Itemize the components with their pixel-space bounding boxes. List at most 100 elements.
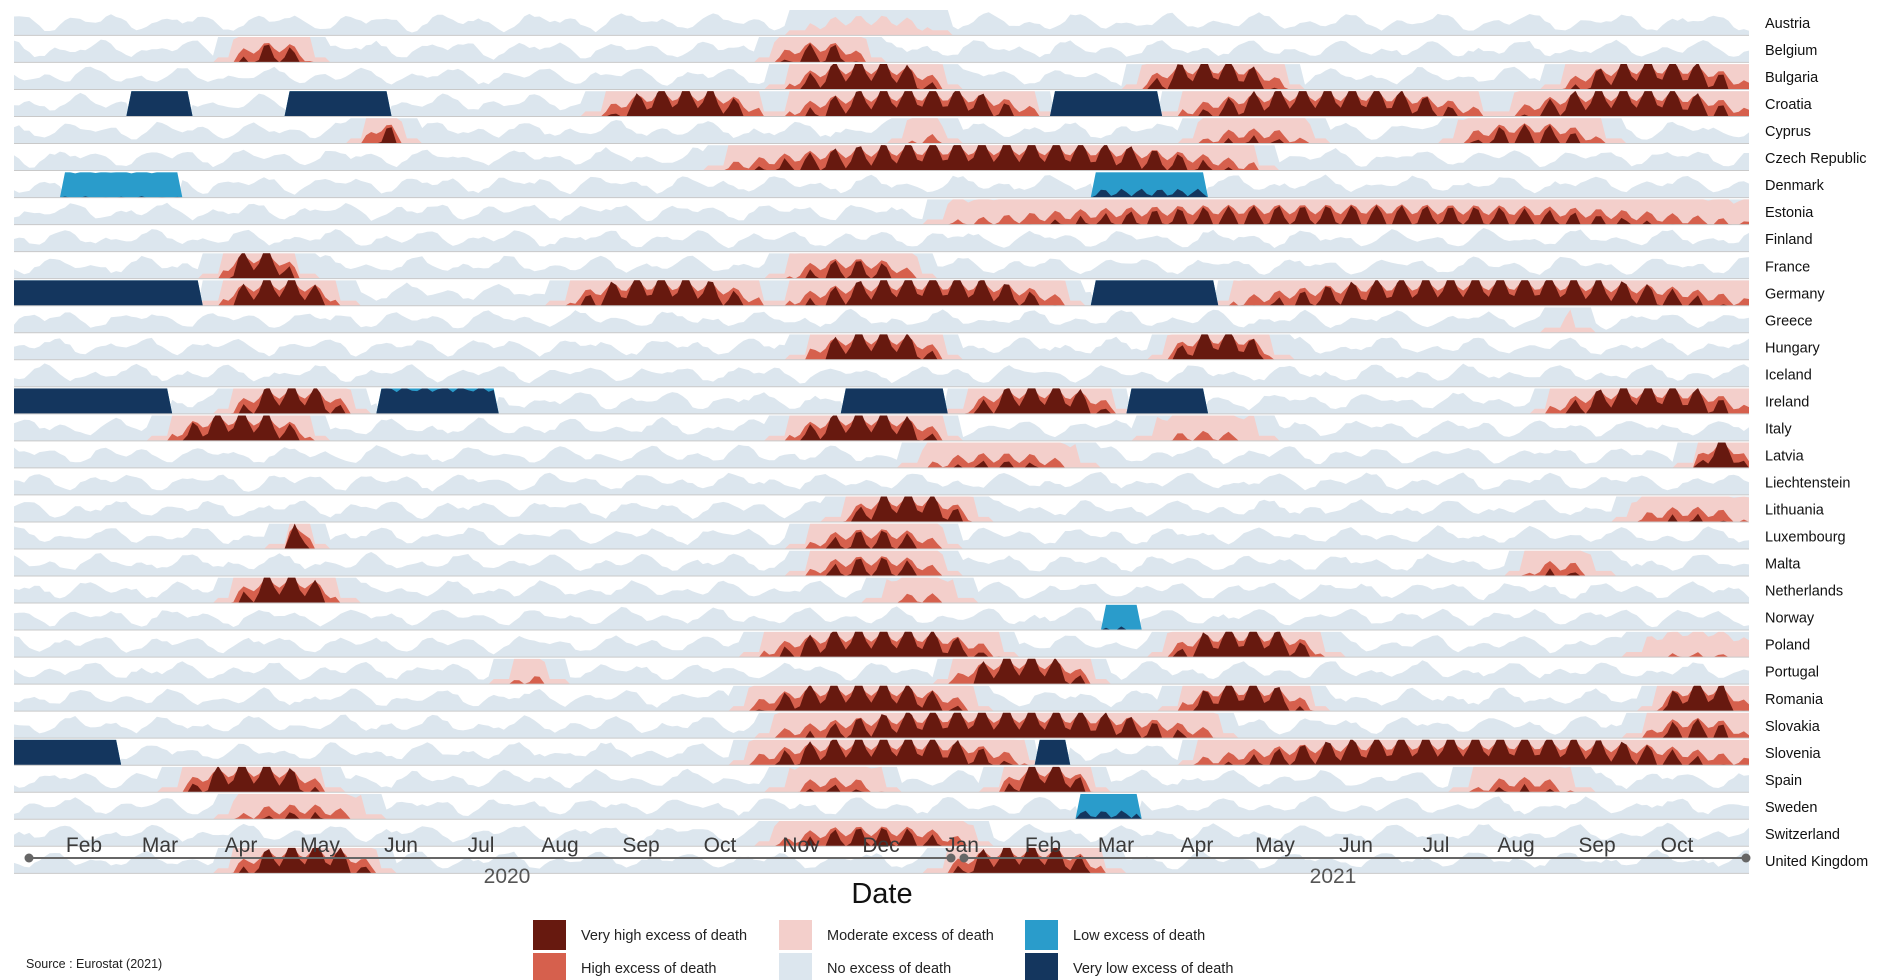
very-high-excess-area: [14, 685, 1749, 712]
month-tick-label: Nov: [782, 834, 820, 857]
country-label: France: [1765, 259, 1810, 275]
very-high-excess-area: [14, 145, 1749, 171]
month-tick-label: Dec: [862, 834, 899, 857]
legend-label: No excess of death: [827, 961, 951, 977]
month-tick-label: Jun: [384, 834, 418, 857]
month-tick-label: May: [1255, 834, 1295, 857]
very-low-excess-area: [1075, 810, 1142, 820]
panel-ireland: [14, 388, 1749, 414]
panel-slovakia: [14, 712, 1749, 739]
very-high-excess-area: [825, 557, 1581, 576]
no-excess-area: [14, 228, 1749, 252]
month-tick-label: Jan: [945, 834, 979, 857]
legend-label: Very low excess of death: [1073, 961, 1233, 977]
country-label: Italy: [1765, 421, 1792, 437]
panel-netherlands: [14, 577, 1749, 604]
panel-lithuania: [14, 496, 1749, 522]
moderate-excess-area: [14, 577, 1749, 604]
legend-swatch: [1025, 920, 1058, 950]
country-label: Greece: [1765, 313, 1813, 329]
no-excess-area: [14, 388, 1749, 414]
no-excess-area: [14, 472, 1749, 495]
country-label: Cyprus: [1765, 124, 1811, 140]
panel-estonia: [14, 199, 1749, 225]
no-excess-area: [14, 793, 1749, 820]
panel-sweden: [14, 793, 1749, 820]
year-2020-start-dot: [24, 853, 34, 863]
panel-denmark: [14, 172, 1749, 198]
panel-iceland: [14, 363, 1749, 387]
panel-norway: [14, 604, 1749, 631]
no-excess-area: [14, 658, 1749, 685]
panel-croatia: [14, 91, 1749, 117]
country-label: Netherlands: [1765, 584, 1843, 600]
month-tick-label: Oct: [1661, 834, 1694, 857]
year-2021-start-dot: [959, 853, 969, 863]
very-high-excess-area: [14, 828, 1749, 847]
very-high-excess-area: [605, 91, 1729, 117]
country-label: Austria: [1765, 16, 1811, 32]
legend-label: High excess of death: [581, 961, 716, 977]
very-high-excess-area: [14, 205, 1749, 225]
very-high-excess-area: [14, 415, 1749, 441]
legend-swatch: [533, 920, 566, 950]
very-high-excess-area: [14, 124, 1749, 144]
very-low-excess-area: [126, 91, 1163, 117]
legend-swatch: [779, 920, 812, 950]
moderate-excess-area: [14, 309, 1749, 333]
low-excess-area: [1075, 793, 1142, 820]
moderate-excess-area: [14, 766, 1749, 793]
country-label: Denmark: [1765, 178, 1825, 194]
month-tick-label: Feb: [66, 834, 102, 857]
low-excess-area: [1100, 604, 1142, 631]
country-label: Spain: [1765, 773, 1802, 789]
panel-austria: [14, 10, 1749, 36]
panel-romania: [14, 685, 1749, 712]
panel-czech-republic: [14, 145, 1749, 171]
x-axis-title: Date: [851, 878, 912, 910]
high-excess-area: [233, 804, 351, 820]
panel-finland: [14, 228, 1749, 252]
month-tick-label: Apr: [1181, 834, 1214, 857]
moderate-excess-area: [784, 15, 953, 36]
country-label: Iceland: [1765, 367, 1812, 383]
month-tick-label: Aug: [1497, 834, 1534, 857]
panel-hungary: [14, 334, 1749, 360]
very-low-excess-area: [1100, 626, 1142, 631]
month-tick-label: May: [300, 834, 340, 857]
month-tick-label: Apr: [225, 834, 258, 857]
very-high-excess-area: [14, 496, 1749, 522]
month-tick-label: Feb: [1025, 834, 1061, 857]
year-2021-label: 2021: [1310, 865, 1357, 888]
month-tick-label: Sep: [1578, 834, 1615, 857]
very-high-excess-area: [14, 739, 1749, 766]
panel-luxembourg: [14, 523, 1749, 549]
month-tick-label: Jul: [1423, 834, 1450, 857]
country-label: Latvia: [1765, 448, 1805, 464]
very-high-excess-area: [14, 253, 1749, 279]
year-2020-end-dot: [946, 853, 956, 863]
very-high-excess-area: [14, 388, 1749, 414]
panel-italy: [14, 415, 1749, 441]
panel-bulgaria: [14, 64, 1749, 90]
panel-latvia: [14, 442, 1749, 468]
very-high-excess-area: [14, 631, 1749, 658]
no-excess-area: [14, 606, 1749, 631]
no-excess-area: [14, 37, 1749, 63]
legend-swatch: [533, 953, 566, 980]
very-high-excess-area: [799, 64, 1729, 90]
very-high-excess-area: [14, 712, 1749, 739]
panel-malta: [14, 550, 1749, 576]
country-label: Romania: [1765, 692, 1824, 708]
panel-spain: [14, 766, 1749, 793]
country-label: Luxembourg: [1765, 530, 1846, 546]
month-tick-label: Jul: [468, 834, 495, 857]
panel-united-kingdom: [14, 847, 1749, 874]
legend-swatch: [779, 953, 812, 980]
country-label: Ireland: [1765, 394, 1809, 410]
legend: Very high excess of death High excess of …: [533, 920, 1233, 980]
high-excess-area: [14, 848, 1749, 874]
country-label: Sweden: [1765, 800, 1817, 816]
very-high-excess-area: [14, 523, 1749, 549]
month-tick-label: Sep: [622, 834, 659, 857]
